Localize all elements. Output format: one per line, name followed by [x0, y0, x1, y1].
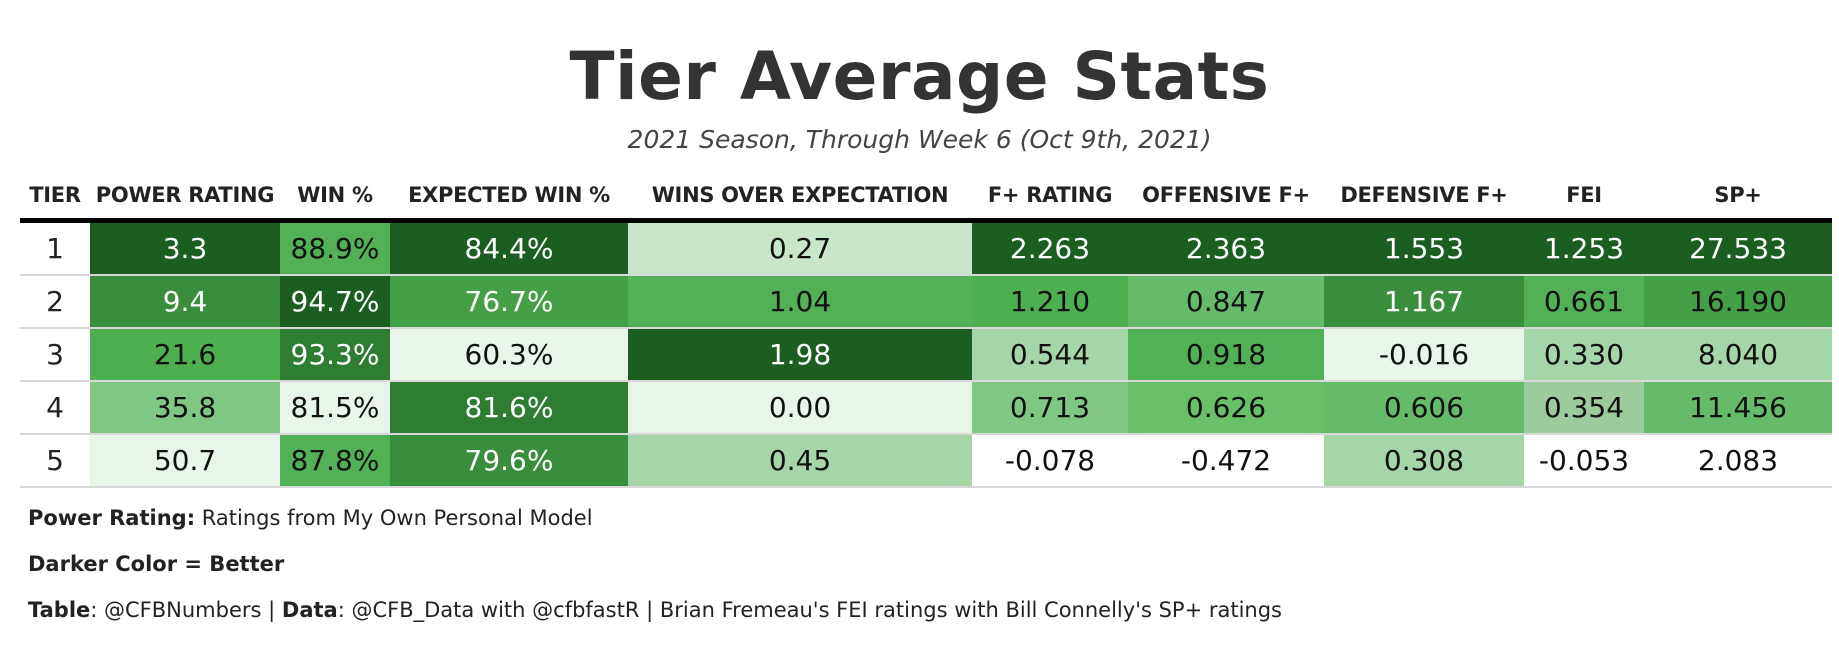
table-cell: 0.661 [1524, 275, 1644, 329]
column-header: OFFENSIVE F+ [1128, 172, 1324, 223]
table-cell: 9.4 [90, 275, 280, 329]
table-cell: 1.167 [1324, 275, 1524, 329]
table-row: 3 21.6 93.3% 60.3% 1.98 0.544 0.918 -0.016 0.330… [20, 328, 1832, 382]
table-cell: 35.8 [90, 381, 280, 435]
table-cell: 16.190 [1644, 275, 1832, 329]
column-header: TIER [20, 172, 90, 223]
table-cell: 88.9% [280, 220, 390, 276]
column-header: SP+ [1644, 172, 1832, 223]
table-cell: -0.472 [1128, 434, 1324, 488]
table-cell: 3.3 [90, 220, 280, 276]
tier-cell: 1 [20, 220, 90, 276]
footnote-table-label: Table [28, 598, 91, 622]
table-cell: 0.354 [1524, 381, 1644, 435]
footnote-data-label: Data [281, 598, 338, 622]
footnote-color-legend: Darker Color = Better [28, 546, 1282, 592]
table-row: 4 35.8 81.5% 81.6% 0.00 0.713 0.626 0.606 0.354 1… [20, 381, 1832, 435]
footnote-color-legend-label: Darker Color = Better [28, 552, 285, 576]
table-cell: 27.533 [1644, 220, 1832, 276]
footnote-data-credit: : @CFB_Data with @cfbfastR | Brian Freme… [337, 598, 1282, 622]
page-subtitle: 2021 Season, Through Week 6 (Oct 9th, 20… [627, 125, 1212, 154]
column-header: DEFENSIVE F+ [1324, 172, 1524, 223]
table-row: 5 50.7 87.8% 79.6% 0.45 -0.078 -0.472 0.308 -0.0… [20, 434, 1832, 488]
table-cell: 0.00 [628, 381, 972, 435]
table-cell: -0.078 [972, 434, 1128, 488]
column-header: WIN % [280, 172, 390, 223]
table-header-row: TIER POWER RATING WIN % EXPECTED WIN % WINS … [20, 172, 1832, 223]
footnote-table-credit: : @CFBNumbers | [90, 598, 282, 622]
table-cell: 50.7 [90, 434, 280, 488]
table-cell: 0.606 [1324, 381, 1524, 435]
table-cell: 60.3% [390, 328, 628, 382]
table-cell: 21.6 [90, 328, 280, 382]
table-row: 2 9.4 94.7% 76.7% 1.04 1.210 0.847 1.167 0.661 16… [20, 275, 1832, 329]
tier-stats-table: TIER POWER RATING WIN % EXPECTED WIN % WINS … [20, 172, 1832, 488]
tier-cell: 3 [20, 328, 90, 382]
footnote-power-rating: Power Rating: Ratings from My Own Person… [28, 500, 1282, 546]
table-cell: 0.45 [628, 434, 972, 488]
table-cell: -0.016 [1324, 328, 1524, 382]
table-cell: 1.553 [1324, 220, 1524, 276]
table-body: 1 3.3 88.9% 84.4% 0.27 2.263 2.363 1.553 1.253 27… [20, 220, 1832, 488]
tier-cell: 5 [20, 434, 90, 488]
table-cell: 1.253 [1524, 220, 1644, 276]
table-cell: 0.330 [1524, 328, 1644, 382]
column-header: POWER RATING [90, 172, 280, 223]
table-cell: 94.7% [280, 275, 390, 329]
footnote-source: Table: @CFBNumbers | Data: @CFB_Data wit… [28, 592, 1282, 638]
page-title: Tier Average Stats [569, 38, 1270, 115]
table-cell: 87.8% [280, 434, 390, 488]
table-cell: 8.040 [1644, 328, 1832, 382]
column-header: F+ RATING [972, 172, 1128, 223]
column-header: EXPECTED WIN % [390, 172, 628, 223]
table-cell: 0.847 [1128, 275, 1324, 329]
table-cell: 79.6% [390, 434, 628, 488]
footnote-power-rating-text: Ratings from My Own Personal Model [195, 506, 593, 530]
table-cell: 0.713 [972, 381, 1128, 435]
tier-cell: 2 [20, 275, 90, 329]
table-cell: 0.544 [972, 328, 1128, 382]
table-cell: 93.3% [280, 328, 390, 382]
table-cell: 2.263 [972, 220, 1128, 276]
table-cell: 0.626 [1128, 381, 1324, 435]
table-cell: -0.053 [1524, 434, 1644, 488]
table-row: 1 3.3 88.9% 84.4% 0.27 2.263 2.363 1.553 1.253 27… [20, 220, 1832, 276]
table-cell: 81.5% [280, 381, 390, 435]
table-cell: 1.98 [628, 328, 972, 382]
table-cell: 0.918 [1128, 328, 1324, 382]
table-cell: 76.7% [390, 275, 628, 329]
table-cell: 84.4% [390, 220, 628, 276]
table-cell: 0.308 [1324, 434, 1524, 488]
table-cell: 2.363 [1128, 220, 1324, 276]
tier-cell: 4 [20, 381, 90, 435]
table-cell: 1.210 [972, 275, 1128, 329]
table-cell: 2.083 [1644, 434, 1832, 488]
table-cell: 81.6% [390, 381, 628, 435]
column-header: FEI [1524, 172, 1644, 223]
table-cell: 1.04 [628, 275, 972, 329]
table-cell: 0.27 [628, 220, 972, 276]
column-header: WINS OVER EXPECTATION [628, 172, 972, 223]
footnotes: Power Rating: Ratings from My Own Person… [28, 500, 1282, 638]
footnote-power-rating-label: Power Rating: [28, 506, 196, 530]
table-cell: 11.456 [1644, 381, 1832, 435]
